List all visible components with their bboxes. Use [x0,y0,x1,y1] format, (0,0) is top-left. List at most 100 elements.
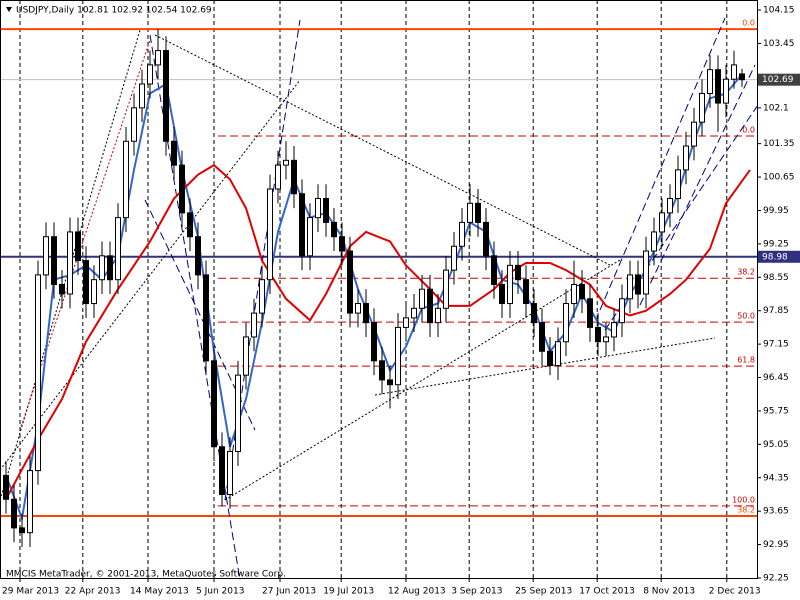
candle-body [227,451,233,495]
candle-body [603,336,609,343]
y-tick-label: 100.65 [763,173,795,183]
candle-body [691,121,697,147]
candle-body [11,498,17,529]
x-tick-label: 2 Dec 2013 [709,587,761,597]
moving-average [5,163,751,500]
x-tick-label: 17 Oct 2013 [579,587,635,597]
candle-body [99,255,105,281]
trendline [604,104,759,331]
candle-body [115,217,121,281]
menu-arrow [6,7,12,12]
candle-body [595,326,601,343]
candle-body [395,326,401,386]
candle-body [307,217,313,257]
candle-body [27,470,33,534]
price-label: 98.98 [762,252,788,262]
y-tick-label: 96.45 [763,373,789,383]
level-label: 0.0 [742,19,755,28]
candle-body [675,169,681,200]
level-label: 0.0 [742,126,755,135]
candle-body [187,212,193,238]
trendline [144,199,256,431]
candle-body [475,202,481,223]
candle-body [707,69,713,95]
candle-body [347,250,353,314]
candle-body [19,527,25,534]
candle-body [339,236,345,252]
candle-body [619,298,625,324]
candle-body [267,188,273,281]
candle-body [139,83,145,109]
candle-body [419,288,425,309]
y-tick-label: 99.95 [763,206,789,216]
level-label: 61.8 [737,356,755,365]
candle-body [243,336,249,376]
candle-body [315,198,321,219]
candle-body [635,274,641,295]
candle-body [643,250,649,295]
x-tick-label: 29 Mar 2013 [2,587,59,597]
candle-body [91,279,97,305]
candle-body [547,350,553,367]
candle-body [651,231,657,252]
candle-body [715,69,721,104]
y-tick-label: 97.85 [763,306,789,316]
candle-body [731,64,737,80]
candle-body [163,50,169,142]
candle-body [131,107,137,142]
trendline [19,39,151,431]
candle-body [579,283,585,300]
candle-body [507,264,513,305]
y-tick-label: 102.1 [763,103,789,113]
trendline [154,34,611,266]
x-tick-label: 5 Jun 2013 [196,587,244,597]
candle-body [387,379,393,386]
candle-body [203,274,209,362]
candle-body [291,159,297,195]
price-label: 102.69 [762,75,794,85]
y-tick-label: 103.45 [763,39,795,49]
candle-body [451,245,457,271]
footer: MMCIS MetaTrader, © 2001-2013, MetaQuote… [6,570,286,580]
candle-body [627,274,633,300]
trendline [639,64,756,306]
trendline [374,337,716,396]
candle-body [259,279,265,314]
plot-border [0,0,758,579]
candle-body [355,303,361,314]
level-label: 38.2 [737,505,755,514]
candle-body [379,360,385,381]
candle-body [667,198,673,214]
candle-body [331,221,337,238]
candle-body [443,269,449,309]
x-tick-label: 3 Sep 2013 [451,587,502,597]
candle-body [539,322,545,352]
candle-body [35,274,41,472]
candle-body [435,307,441,324]
candle-body [363,303,369,324]
candle-body [59,283,65,295]
y-tick-label: 99.25 [763,239,789,249]
y-tick-label: 97.15 [763,340,789,350]
candle-body [483,221,489,257]
candle-body [683,145,689,171]
y-tick-label: 104.15 [763,6,795,16]
y-tick-label: 98.55 [763,273,789,283]
trendline [224,259,621,501]
candle-body [283,159,289,166]
candle-body [739,73,745,81]
candle-body [3,474,9,500]
candle-body [611,322,617,338]
candle-body [107,255,113,281]
candle-body [499,283,505,305]
candle-body [427,288,433,324]
x-tick-label: 8 Nov 2013 [643,587,695,597]
candle-body [195,236,201,276]
price-box [758,250,800,263]
candle-body [171,140,177,166]
y-tick-label: 95.05 [763,440,789,450]
y-tick-label: 92.25 [763,574,789,584]
y-tick-label: 93.65 [763,507,789,517]
candle-body [67,231,73,295]
